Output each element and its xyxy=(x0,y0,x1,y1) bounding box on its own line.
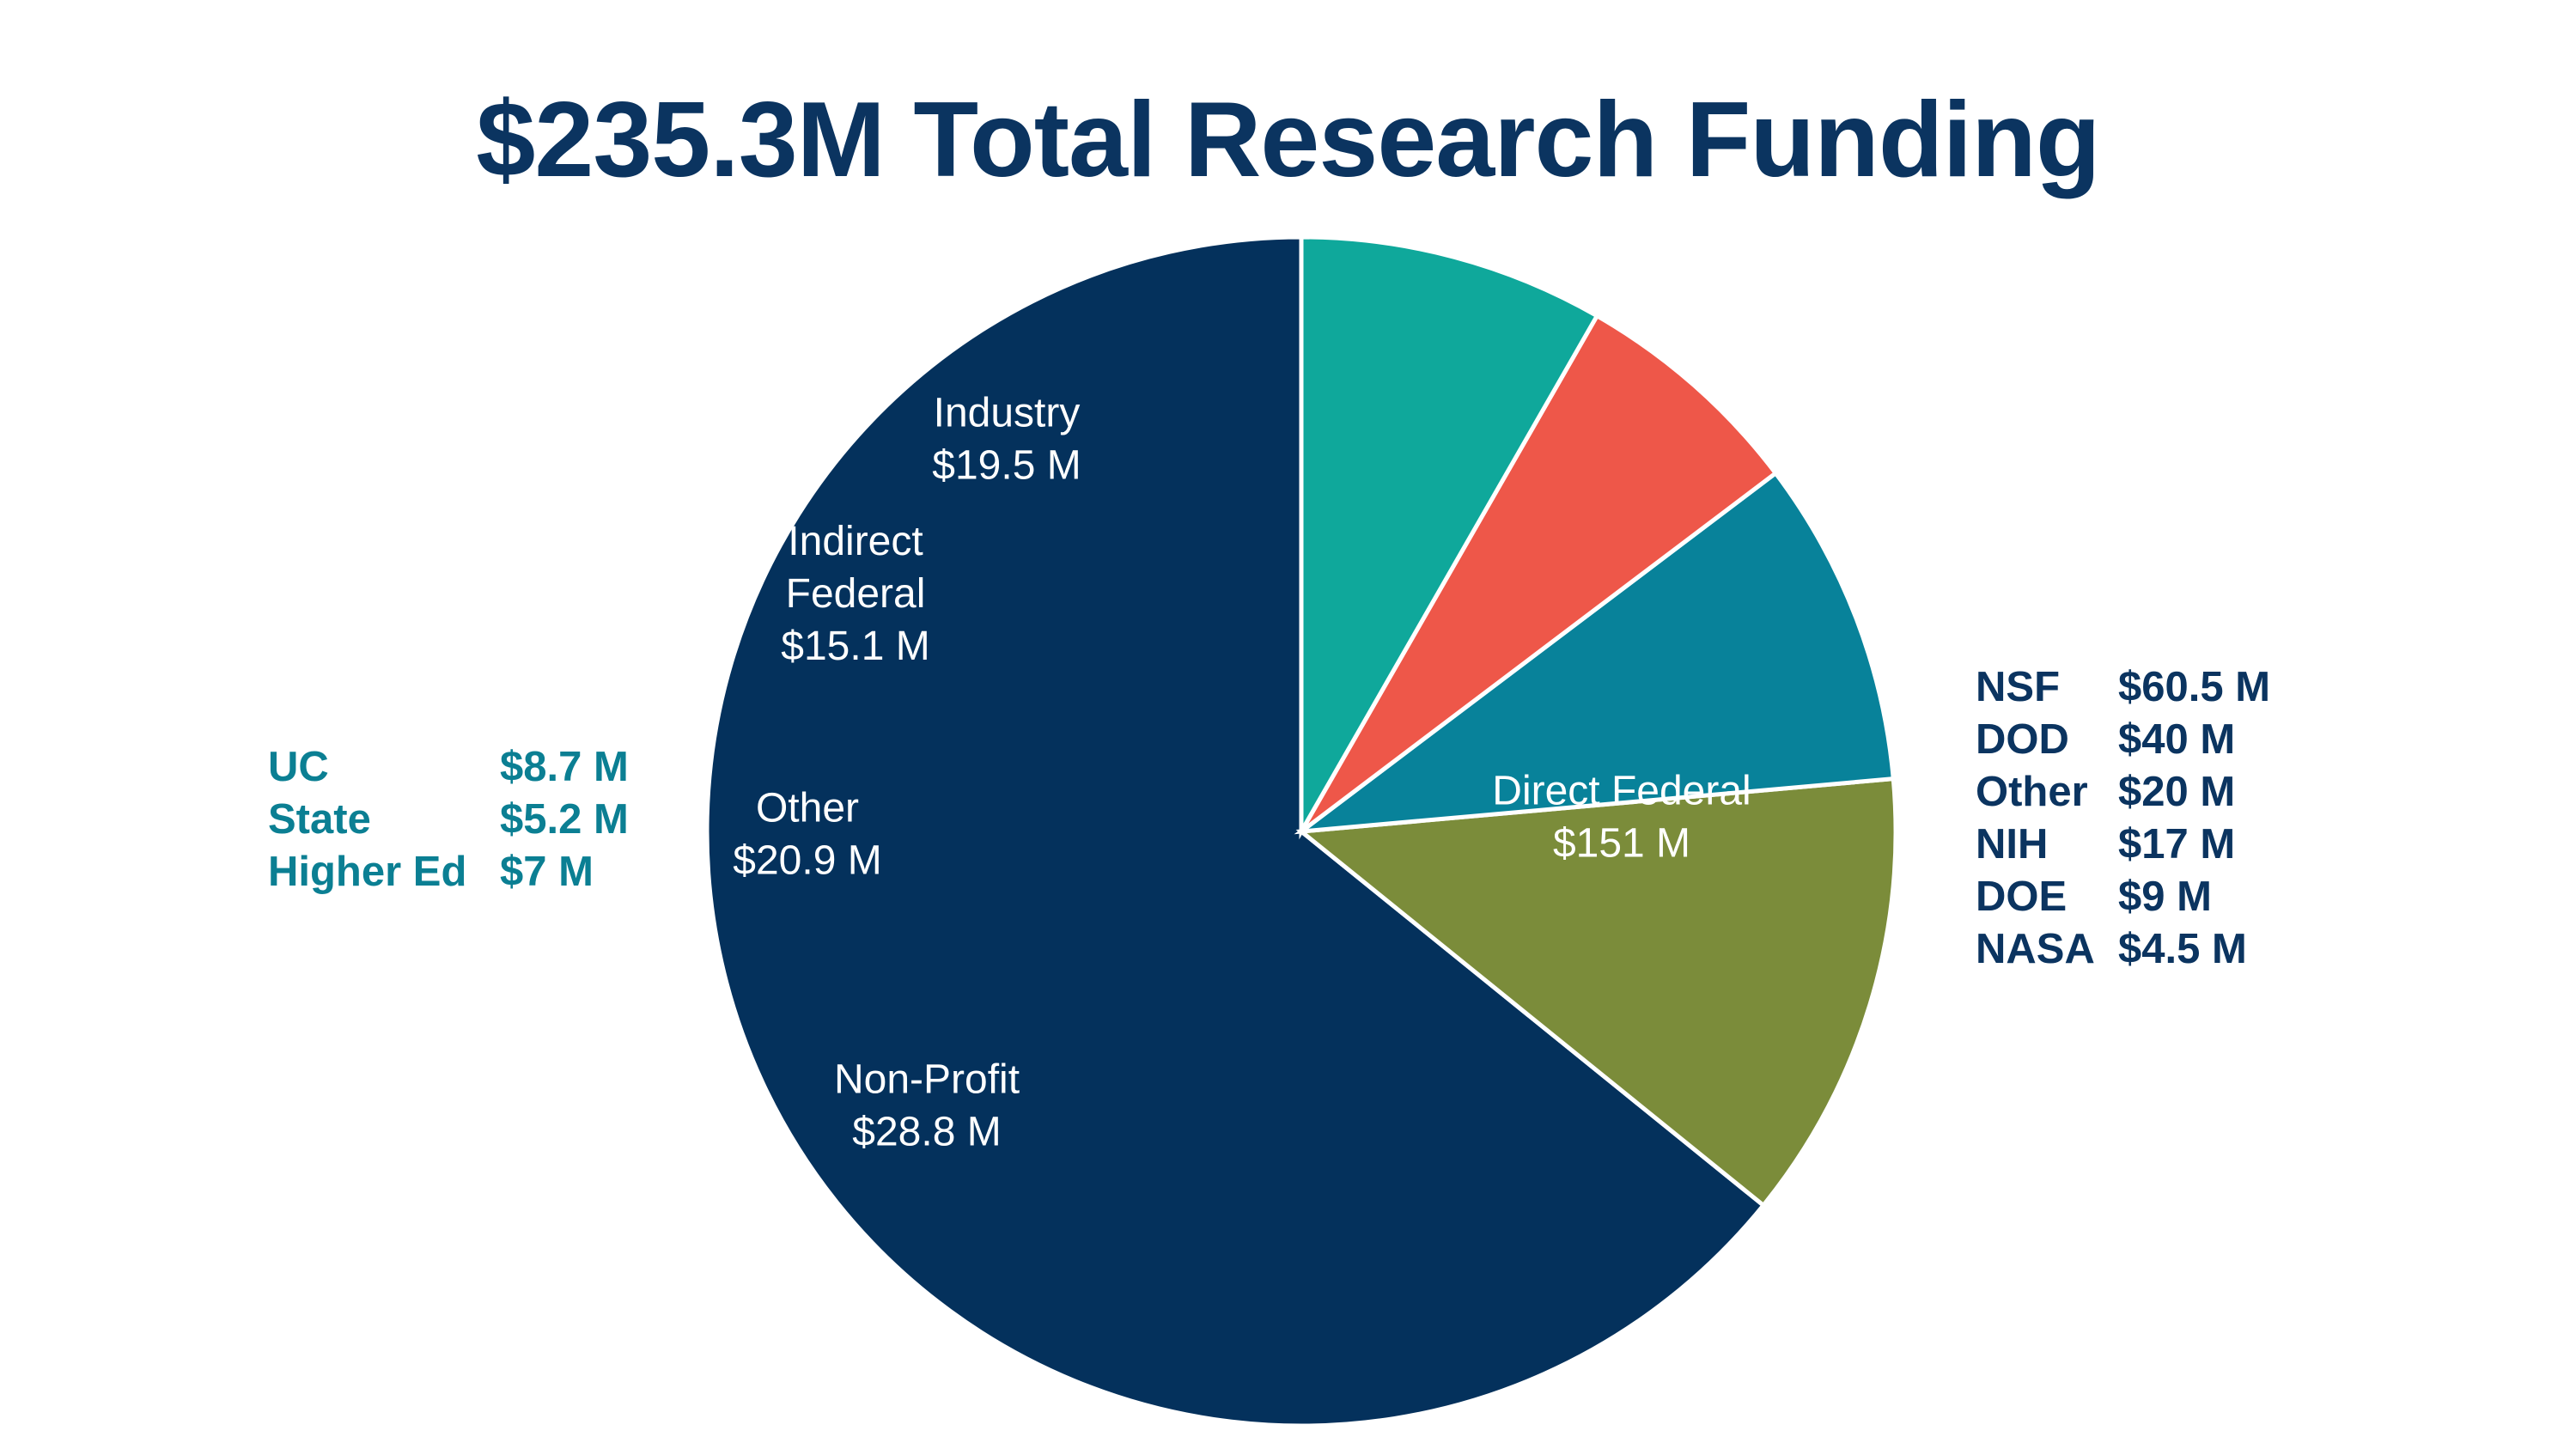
slice-value-label: $28.8 M xyxy=(852,1110,1001,1155)
other-breakdown-source-amount: $8.7 M xyxy=(500,744,629,790)
pie-slice-non-profit xyxy=(1295,776,1898,1209)
slice-value-label: $19.5 M xyxy=(932,443,1081,489)
other-breakdown-row: UC $8.7 M xyxy=(268,741,672,794)
federal-breakdown-row: DOE $9 M xyxy=(1976,871,2336,923)
other-breakdown-row: State $5.2 M xyxy=(268,794,672,846)
other-breakdown-source-amount: $7 M xyxy=(500,849,594,895)
pie-slice-direct-federal xyxy=(704,234,1767,1428)
slice-value-label: $20.9 M xyxy=(733,838,881,884)
slice-label-indirect-federal: Indirect Federal $15.1 M xyxy=(781,519,929,669)
slice-label-other: Other $20.9 M xyxy=(733,786,881,884)
slice-label-industry: Industry $19.5 M xyxy=(932,391,1081,489)
slice-value-label: $151 M xyxy=(1553,821,1690,867)
pie-slice-indirect-federal xyxy=(1299,313,1779,833)
other-breakdown-source-name: Higher Ed xyxy=(268,849,467,895)
other-breakdown: UC $8.7 M State $5.2 M Higher Ed $7 M xyxy=(268,741,672,898)
federal-breakdown-source-name: DOD xyxy=(1976,716,2069,763)
pie-slices xyxy=(704,234,1898,1428)
slice-label-direct-federal: Direct Federal $151 M xyxy=(1492,769,1751,867)
federal-breakdown-source-amount: $4.5 M xyxy=(2118,926,2247,972)
slice-category-label: Indirect xyxy=(788,519,923,564)
chart-title: $235.3M Total Research Funding xyxy=(476,81,2100,199)
federal-breakdown-row: DOD $40 M xyxy=(1976,714,2336,766)
federal-breakdown-source-name: NSF xyxy=(1976,664,2060,710)
other-breakdown-row: Higher Ed $7 M xyxy=(268,846,672,898)
federal-breakdown-source-name: Other xyxy=(1976,769,2088,815)
slice-category-label: Industry xyxy=(934,391,1081,436)
pie-slice-labels: Direct Federal $151 M Non-Profit $28.8 M Oth… xyxy=(733,391,1751,1155)
federal-breakdown-source-amount: $9 M xyxy=(2118,874,2212,920)
slice-label-non-profit: Non-Profit $28.8 M xyxy=(834,1057,1020,1155)
federal-breakdown-source-name: NIH xyxy=(1976,821,2049,868)
pie-slice-industry xyxy=(1299,234,1600,840)
slice-category-label: Other xyxy=(756,786,859,831)
pie-slice-other xyxy=(1294,470,1896,835)
federal-breakdown-source-amount: $17 M xyxy=(2118,821,2236,868)
other-breakdown-source-name: State xyxy=(268,796,371,843)
federal-breakdown-row: NSF $60.5 M xyxy=(1976,661,2336,714)
slice-category-label: Non-Profit xyxy=(834,1057,1020,1103)
federal-breakdown-row: Other $20 M xyxy=(1976,766,2336,819)
slice-category-label: Direct Federal xyxy=(1492,769,1751,814)
federal-breakdown-source-name: DOE xyxy=(1976,874,2067,920)
federal-breakdown-row: NASA $4.5 M xyxy=(1976,923,2336,976)
slice-value-label: $15.1 M xyxy=(781,624,929,669)
federal-breakdown-source-amount: $60.5 M xyxy=(2118,664,2271,710)
slice-category-label: Federal xyxy=(786,571,926,617)
direct-federal-breakdown: NSF $60.5 M DOD $40 M Other $20 M NIH $17 M DOE $… xyxy=(1976,661,2336,976)
federal-breakdown-source-amount: $20 M xyxy=(2118,769,2236,815)
other-breakdown-source-amount: $5.2 M xyxy=(500,796,629,843)
other-breakdown-source-name: UC xyxy=(268,744,329,790)
federal-breakdown-source-amount: $40 M xyxy=(2118,716,2236,763)
federal-breakdown-source-name: NASA xyxy=(1976,926,2095,972)
federal-breakdown-row: NIH $17 M xyxy=(1976,819,2336,871)
